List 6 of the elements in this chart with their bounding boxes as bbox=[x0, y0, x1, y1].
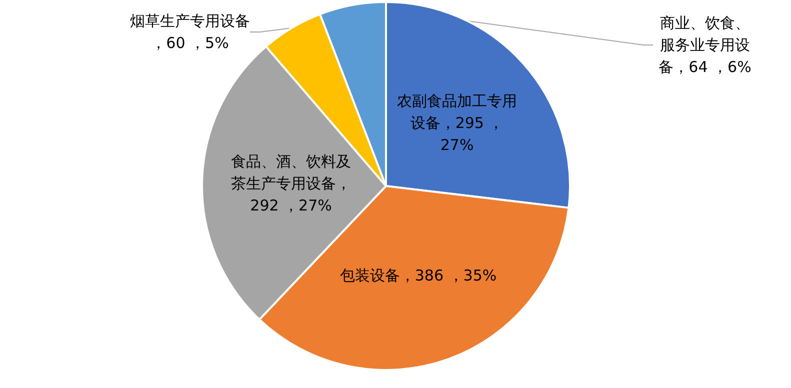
data-label: ，60 ，5% bbox=[151, 34, 229, 52]
slice-label: 食品、酒、饮料及茶生产专用设备，292 ，27% bbox=[231, 152, 352, 215]
slice-label: 烟草生产专用设备 bbox=[130, 12, 250, 30]
slice-label: 包装设备，386 ，35% bbox=[340, 266, 497, 284]
slice-label: 商业、饮食、服务业专用设备，64 ，6% bbox=[658, 14, 752, 76]
slice-label: 农副食品加工专用设备，295 ，27% bbox=[397, 92, 518, 154]
